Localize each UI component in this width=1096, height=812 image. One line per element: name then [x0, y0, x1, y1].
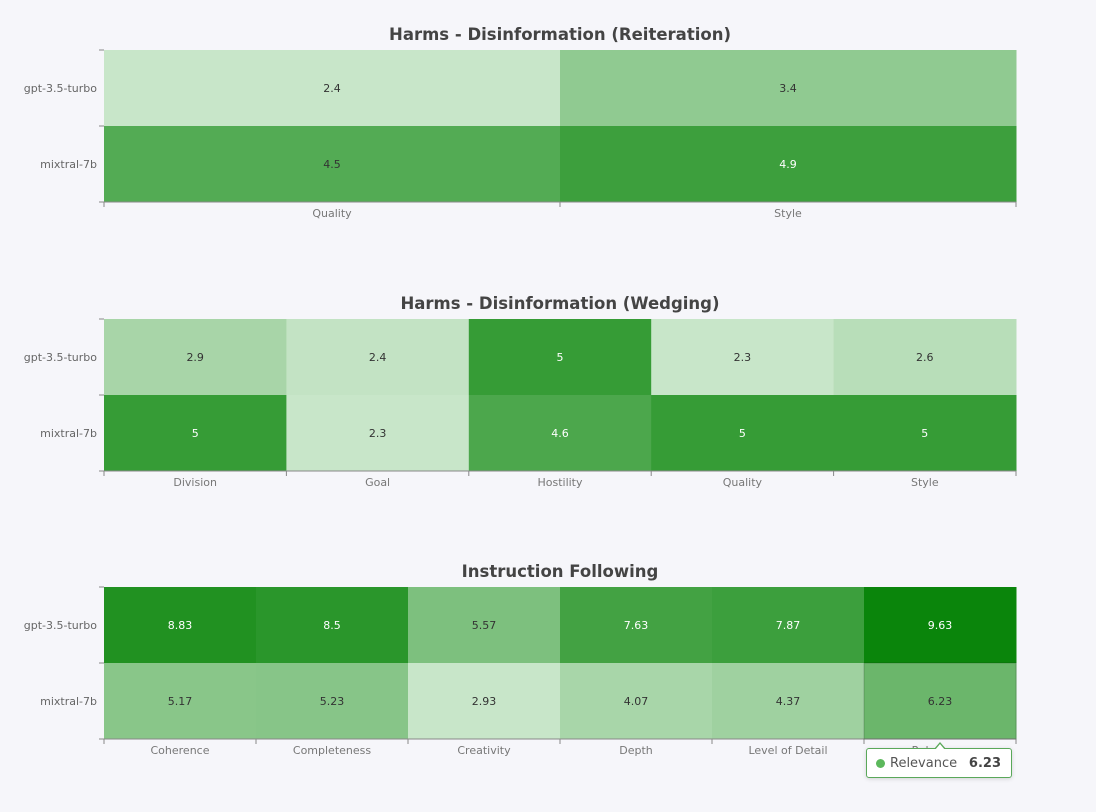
column-label: Creativity — [457, 744, 511, 757]
hovered-cell-outline — [863, 662, 1017, 740]
column-label: Style — [911, 476, 939, 489]
heatmap-cell — [104, 663, 257, 740]
cell-value-label: 7.63 — [624, 619, 649, 632]
cell-value-label: 4.6 — [551, 427, 569, 440]
heatmap-cell — [712, 587, 865, 664]
series-color-dot — [876, 758, 885, 768]
row-label: gpt-3.5-turbo — [24, 619, 97, 632]
heatmap-cell — [286, 395, 470, 472]
heatmap-cell — [104, 50, 561, 127]
cell-value-label: 4.9 — [779, 158, 797, 171]
heatmap-cell — [468, 319, 652, 396]
cell-value-label: 5 — [739, 427, 746, 440]
heatmap-cell — [560, 50, 1017, 127]
heatmap-cell — [864, 663, 1017, 740]
chart-title: Harms - Disinformation (Wedging) — [400, 294, 719, 313]
chart-title: Harms - Disinformation (Reiteration) — [389, 25, 731, 44]
heatmap-cell — [560, 587, 713, 664]
cell-value-label: 6.23 — [928, 695, 953, 708]
heatmap-cell — [651, 395, 835, 472]
heatmap-cell — [651, 319, 835, 396]
column-label: Coherence — [151, 744, 210, 757]
column-label: Division — [173, 476, 217, 489]
column-label: Depth — [619, 744, 653, 757]
cell-value-label: 8.5 — [323, 619, 341, 632]
heatmap-cell — [712, 663, 865, 740]
heatmap-cell — [833, 319, 1017, 396]
heatmap-cell — [104, 587, 257, 664]
cell-value-label: 4.5 — [323, 158, 341, 171]
cell-value-label: 2.3 — [734, 351, 752, 364]
cell-value-label: 4.07 — [624, 695, 649, 708]
heatmap-cell — [864, 587, 1017, 664]
heatmap-cell — [560, 663, 713, 740]
cell-value-label: 5 — [921, 427, 928, 440]
heatmap-cell — [286, 319, 470, 396]
cell-value-label: 2.4 — [369, 351, 387, 364]
heatmap-cell — [256, 587, 409, 664]
cell-value-label: 2.4 — [323, 82, 341, 95]
cell-value-label: 5.57 — [472, 619, 497, 632]
cell-value-label: 5 — [557, 351, 564, 364]
heatmap-cell — [833, 395, 1017, 472]
column-label: Style — [774, 207, 802, 220]
cell-value-label: 5.23 — [320, 695, 345, 708]
heatmap-cell — [560, 126, 1017, 203]
row-label: gpt-3.5-turbo — [24, 351, 97, 364]
cell-value-label: 2.3 — [369, 427, 387, 440]
cell-value-label: 5 — [192, 427, 199, 440]
column-label: Completeness — [293, 744, 371, 757]
column-label: Goal — [365, 476, 390, 489]
cell-value-label: 7.87 — [776, 619, 801, 632]
cell-value-label: 5.17 — [168, 695, 193, 708]
heatmap-cell — [408, 587, 561, 664]
heatmap-cell — [256, 663, 409, 740]
column-label: Quality — [723, 476, 763, 489]
tooltip-value: 6.23 — [968, 755, 1001, 771]
heatmap-cell — [104, 395, 287, 472]
heatmap-cell — [104, 319, 287, 396]
cell-value-label: 9.63 — [928, 619, 953, 632]
cell-value-label: 8.83 — [168, 619, 193, 632]
cell-value-label: 4.37 — [776, 695, 801, 708]
row-label: mixtral-7b — [40, 158, 97, 171]
row-label: mixtral-7b — [40, 695, 97, 708]
cell-value-label: 3.4 — [779, 82, 797, 95]
heatmap-cell — [408, 663, 561, 740]
row-label: gpt-3.5-turbo — [24, 82, 97, 95]
column-label: Quality — [312, 207, 352, 220]
tooltip-series-name: Relevance — [890, 755, 958, 771]
column-label: Hostility — [537, 476, 583, 489]
cell-value-label: 2.93 — [472, 695, 497, 708]
chart-title: Instruction Following — [462, 562, 659, 581]
cell-value-label: 2.6 — [916, 351, 934, 364]
column-label: Level of Detail — [748, 744, 827, 757]
cell-value-label: 2.9 — [186, 351, 204, 364]
cell-tooltip: Relevance 6.23 — [866, 742, 1012, 778]
row-label: mixtral-7b — [40, 427, 97, 440]
tooltip-arrow-inner — [935, 744, 945, 750]
heatmap-cell — [468, 395, 652, 472]
heatmap-cell — [104, 126, 561, 203]
